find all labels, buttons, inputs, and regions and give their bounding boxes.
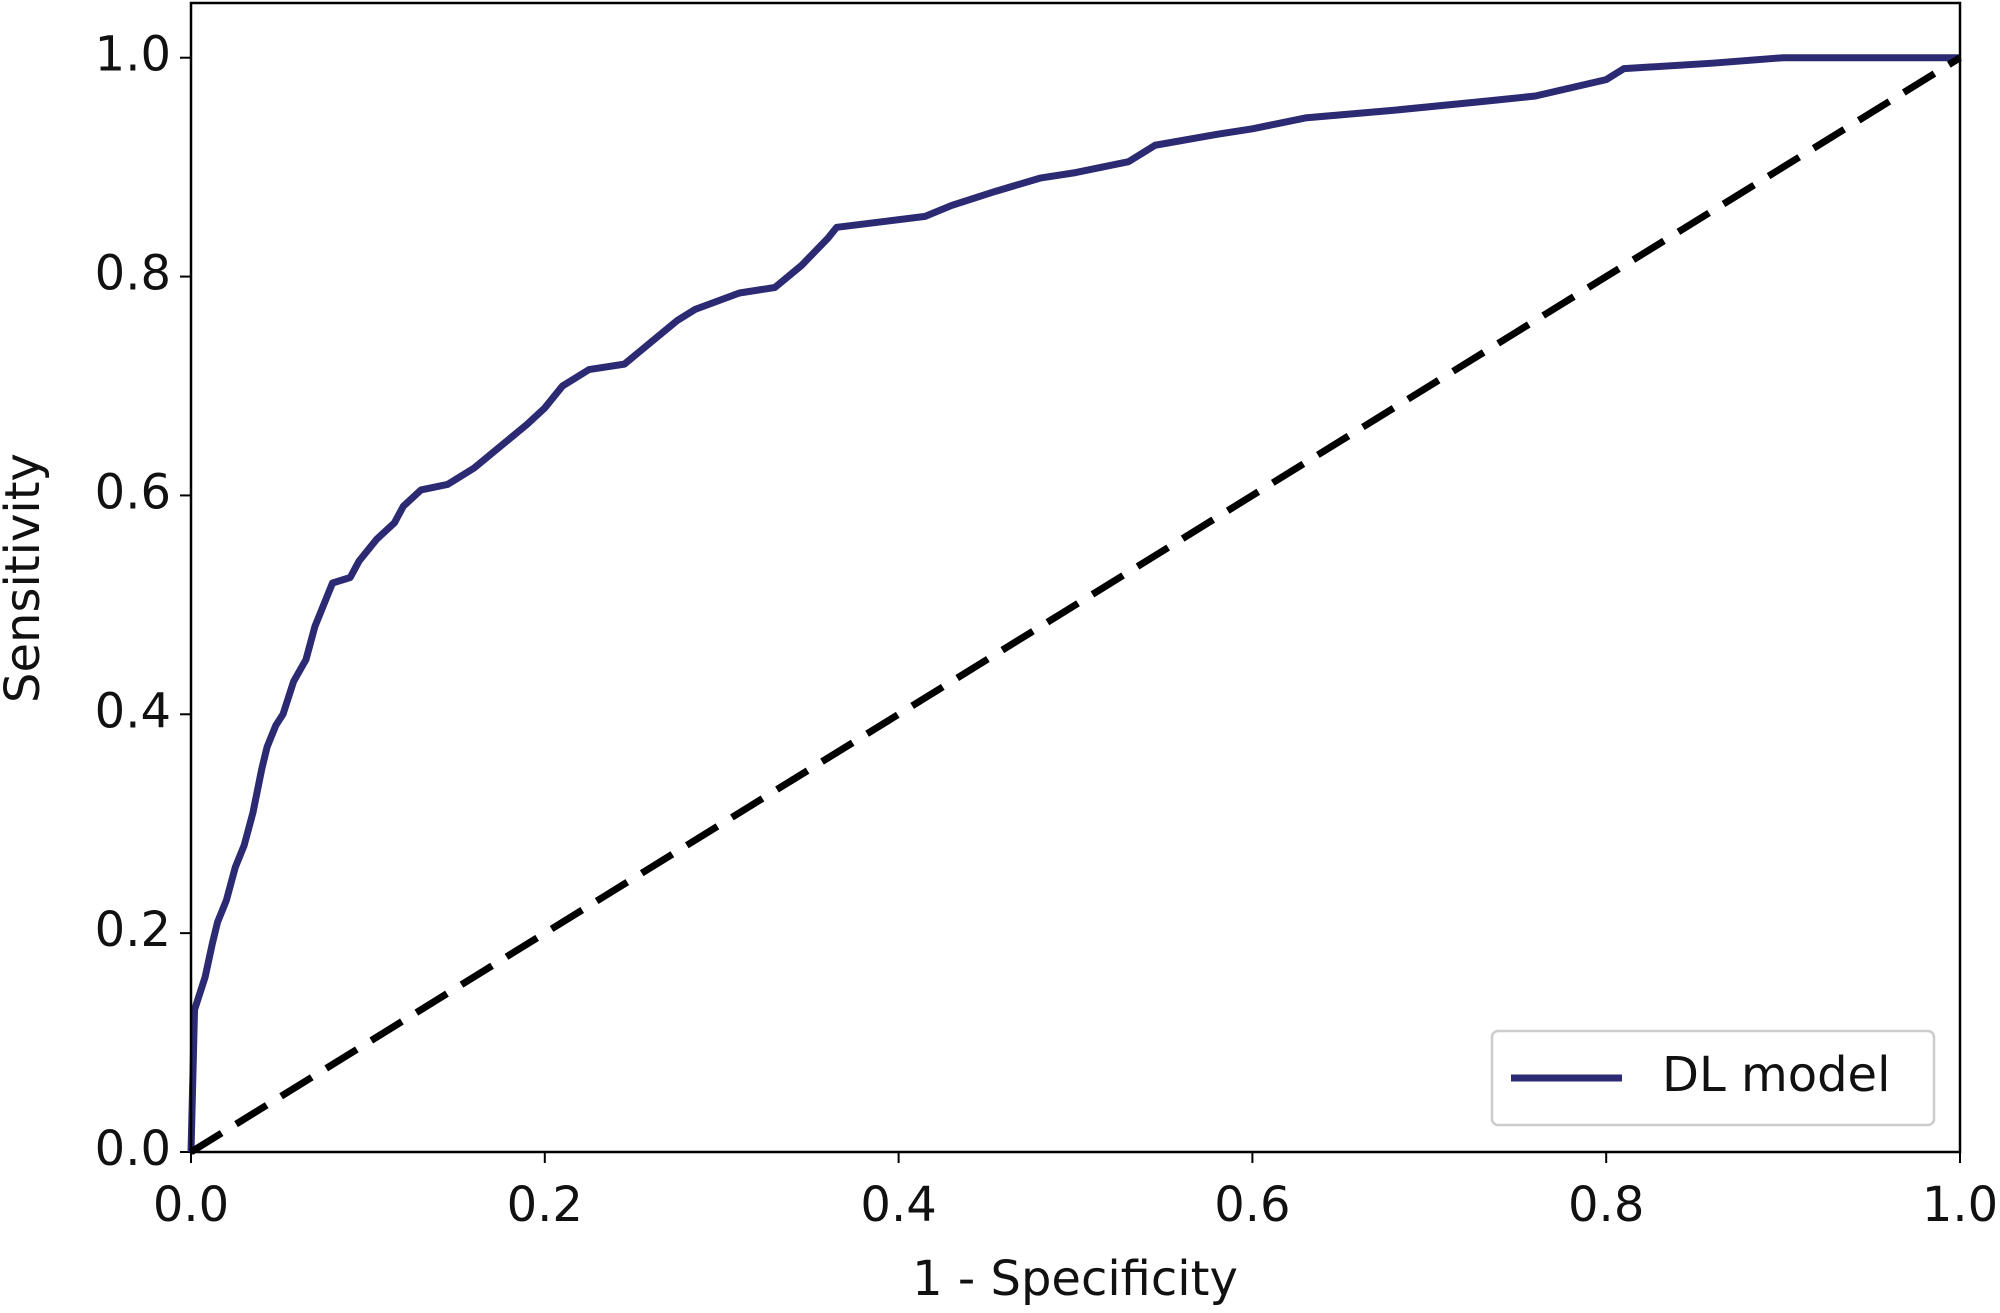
legend-label: DL model — [1662, 1047, 1890, 1103]
x-tick-label: 0.4 — [860, 1177, 936, 1233]
plot-frame — [189, 1, 1962, 1154]
y-tick-label: 0.4 — [95, 683, 171, 739]
y-tick-label: 1.0 — [95, 27, 171, 83]
y-tick-label: 0.8 — [95, 246, 171, 302]
y-tick-label: 0.0 — [95, 1121, 171, 1177]
x-axis-label: 1 - Specificity — [912, 1251, 1238, 1307]
x-tick-label: 0.6 — [1214, 1177, 1290, 1233]
x-tick-label: 0.8 — [1568, 1177, 1644, 1233]
x-tick-label: 1.0 — [1922, 1177, 1998, 1233]
y-tick-label: 0.2 — [95, 902, 171, 958]
legend-box — [1490, 1029, 1936, 1127]
x-tick-label: 0.2 — [507, 1177, 583, 1233]
roc-line — [187, 54, 1960, 1153]
x-tick-label: 0.0 — [153, 1177, 229, 1233]
y-axis-label: Sensitivity — [0, 453, 51, 703]
reference-line — [189, 54, 1962, 1155]
y-tick-label: 0.6 — [95, 464, 171, 520]
